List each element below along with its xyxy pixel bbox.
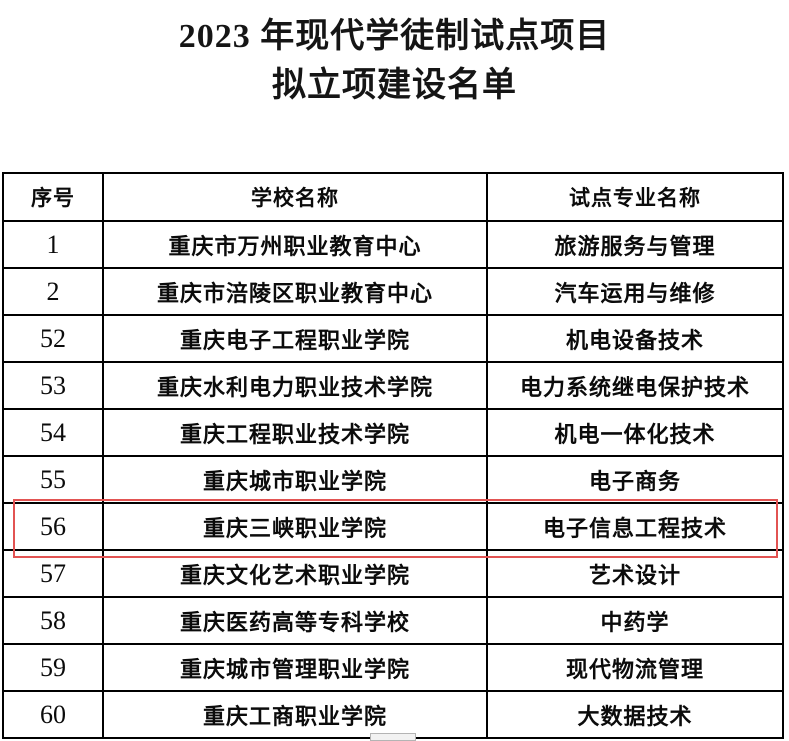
col-header-no: 序号 [4,174,104,222]
cell-major: 大数据技术 [488,692,784,739]
cell-major: 机电一体化技术 [488,410,784,457]
cell-no: 2 [4,269,104,316]
cell-major-highlighted: 电子信息工程技术 [488,504,784,551]
cell-school: 重庆医药高等专科学校 [104,598,488,645]
cell-school: 重庆工商职业学院 [104,692,488,739]
cell-major: 机电设备技术 [488,316,784,363]
cell-major: 电子商务 [488,457,784,504]
cell-no-highlighted: 56 [4,504,104,551]
cell-no: 55 [4,457,104,504]
cell-major: 艺术设计 [488,551,784,598]
cell-school: 重庆工程职业技术学院 [104,410,488,457]
cell-no: 60 [4,692,104,739]
cell-school: 重庆市万州职业教育中心 [104,222,488,269]
cell-major: 现代物流管理 [488,645,784,692]
document-title-line1: 2023 年现代学徒制试点项目 [178,18,611,55]
col-header-school: 学校名称 [104,174,488,222]
cell-school: 重庆市涪陵区职业教育中心 [104,269,488,316]
cell-major: 汽车运用与维修 [488,269,784,316]
cell-no: 1 [4,222,104,269]
cell-major: 旅游服务与管理 [488,222,784,269]
pilot-project-table: 序号 学校名称 试点专业名称 1 重庆市万州职业教育中心 旅游服务与管理 2 重… [2,172,784,739]
col-header-major: 试点专业名称 [488,174,784,222]
cell-no: 52 [4,316,104,363]
cell-school: 重庆城市职业学院 [104,457,488,504]
cell-major: 中药学 [488,598,784,645]
scrollbar-fragment[interactable] [370,733,416,741]
cell-no: 53 [4,363,104,410]
cell-major: 电力系统继电保护技术 [488,363,784,410]
document-title: 2023 年现代学徒制试点项目 拟立项建设名单 [0,12,789,110]
cell-school: 重庆水利电力职业技术学院 [104,363,488,410]
cell-no: 54 [4,410,104,457]
cell-no: 57 [4,551,104,598]
cell-school: 重庆城市管理职业学院 [104,645,488,692]
document-title-line2: 拟立项建设名单 [272,67,517,104]
cell-school: 重庆文化艺术职业学院 [104,551,488,598]
cell-no: 59 [4,645,104,692]
cell-school: 重庆电子工程职业学院 [104,316,488,363]
cell-school-highlighted: 重庆三峡职业学院 [104,504,488,551]
cell-no: 58 [4,598,104,645]
